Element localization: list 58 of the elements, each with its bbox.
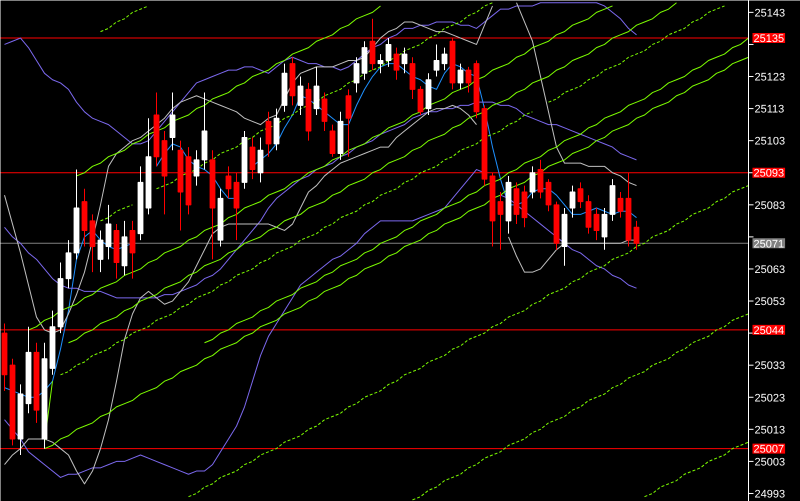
candlestick xyxy=(298,76,304,116)
candlestick xyxy=(530,166,536,199)
y-tick-label: 25083 xyxy=(754,200,786,212)
y-tick-label: 25113 xyxy=(754,104,784,116)
y-tick-label: 25013 xyxy=(754,424,786,436)
line-series xyxy=(644,442,749,498)
line-series xyxy=(4,102,637,298)
candlestick xyxy=(266,111,272,158)
line-series xyxy=(204,38,749,344)
candlestick xyxy=(546,178,552,212)
candlestick xyxy=(602,208,608,250)
candlestick xyxy=(634,220,640,250)
candlestick xyxy=(98,230,104,273)
line-series xyxy=(188,185,749,498)
ref-line-label: 25071 xyxy=(754,238,784,250)
y-tick-label: 25033 xyxy=(754,360,786,372)
y-tick-label: 25053 xyxy=(754,296,786,308)
candlestick xyxy=(442,47,448,71)
candlestick xyxy=(498,191,504,250)
candlestick xyxy=(314,66,320,116)
candlestick xyxy=(378,54,384,74)
candlestick xyxy=(330,124,336,158)
line-series xyxy=(68,2,677,344)
line-series xyxy=(412,313,749,500)
candlestick xyxy=(434,44,440,78)
ref-line-label: 25093 xyxy=(754,168,784,180)
ref-line-label: 25044 xyxy=(754,324,784,337)
candlestick xyxy=(578,182,584,209)
candlestick xyxy=(354,56,360,94)
y-tick-label: 25003 xyxy=(754,456,786,468)
candlestick xyxy=(194,150,200,186)
candlestick xyxy=(594,208,600,241)
ref-line-label: 25135 xyxy=(754,33,784,46)
candlestick xyxy=(258,136,264,183)
candlestick xyxy=(418,86,424,116)
line-series xyxy=(44,56,749,450)
y-tick-label: 25023 xyxy=(754,392,786,404)
line-series xyxy=(4,2,637,144)
candlestick xyxy=(346,88,352,158)
candlestick xyxy=(618,191,624,218)
candlestick xyxy=(466,66,472,94)
candlestick xyxy=(386,38,392,68)
y-tick-label: 25123 xyxy=(754,72,786,84)
candlestick xyxy=(322,92,328,132)
y-tick-label: 24993 xyxy=(754,488,786,500)
candlestick xyxy=(458,63,464,90)
candlestick xyxy=(402,47,408,74)
ref-line-label: 25007 xyxy=(754,444,784,456)
candlestick xyxy=(106,204,112,260)
y-tick-label: 25143 xyxy=(754,7,786,20)
y-tick-label: 25063 xyxy=(754,264,786,276)
candlestick xyxy=(170,92,176,151)
candlestick xyxy=(394,47,400,80)
line-series xyxy=(76,5,381,176)
candlestick xyxy=(570,185,576,218)
line-series xyxy=(100,5,149,32)
candlestick xyxy=(130,220,136,280)
y-tick-label: 25103 xyxy=(754,136,786,148)
